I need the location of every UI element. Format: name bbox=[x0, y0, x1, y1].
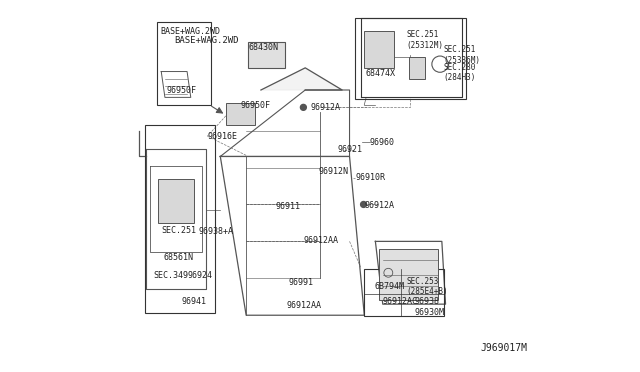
Text: 96941: 96941 bbox=[182, 297, 207, 306]
Text: 96930M: 96930M bbox=[414, 308, 444, 317]
Text: 96960: 96960 bbox=[370, 138, 395, 147]
Text: J969017M: J969017M bbox=[481, 343, 527, 353]
Circle shape bbox=[360, 202, 367, 208]
Text: 96950F: 96950F bbox=[241, 101, 271, 110]
Text: 96921: 96921 bbox=[338, 145, 363, 154]
Text: 68474X: 68474X bbox=[365, 69, 396, 78]
Polygon shape bbox=[261, 68, 342, 90]
Text: 96912AA: 96912AA bbox=[287, 301, 322, 311]
Text: 96912A: 96912A bbox=[311, 103, 340, 112]
Bar bbox=[355, 18, 466, 99]
Text: SEC.253
(285E4+B): SEC.253 (285E4+B) bbox=[407, 277, 449, 296]
Text: 96991: 96991 bbox=[289, 278, 314, 287]
Bar bbox=[364, 269, 444, 316]
Bar bbox=[226, 103, 255, 125]
Text: 96950F: 96950F bbox=[167, 86, 196, 95]
Bar bbox=[408, 57, 425, 79]
Text: 96924: 96924 bbox=[187, 271, 212, 280]
Text: SEC.251: SEC.251 bbox=[161, 226, 196, 235]
Text: 96938+A: 96938+A bbox=[198, 227, 233, 235]
Text: 96910R: 96910R bbox=[355, 173, 385, 182]
Bar bbox=[157, 179, 195, 223]
Text: 68561N: 68561N bbox=[163, 253, 193, 263]
Text: SEC.280
(284H3): SEC.280 (284H3) bbox=[444, 62, 476, 82]
Text: 96912AA: 96912AA bbox=[303, 236, 339, 245]
Text: SEC.349: SEC.349 bbox=[153, 271, 188, 280]
Text: 96912N: 96912N bbox=[318, 167, 348, 176]
Text: 96911: 96911 bbox=[276, 202, 301, 211]
Text: 96912AC: 96912AC bbox=[382, 297, 417, 306]
Bar bbox=[379, 249, 438, 301]
Bar bbox=[364, 31, 394, 68]
Text: 6B794M: 6B794M bbox=[374, 282, 404, 291]
Text: BASE+WAG.2WD: BASE+WAG.2WD bbox=[161, 27, 221, 36]
Bar bbox=[145, 125, 215, 313]
Bar bbox=[157, 22, 211, 105]
Circle shape bbox=[300, 105, 307, 110]
Text: 96916E: 96916E bbox=[207, 132, 237, 141]
Bar bbox=[248, 42, 285, 68]
Text: 68430N: 68430N bbox=[248, 43, 278, 52]
Text: BASE+WAG.2WD: BASE+WAG.2WD bbox=[174, 36, 239, 45]
Text: 96912A: 96912A bbox=[364, 201, 394, 210]
Text: SEC.251
(25336M): SEC.251 (25336M) bbox=[444, 45, 481, 65]
Text: 96938: 96938 bbox=[414, 297, 439, 306]
Text: SEC.251
(25312M): SEC.251 (25312M) bbox=[407, 31, 444, 50]
